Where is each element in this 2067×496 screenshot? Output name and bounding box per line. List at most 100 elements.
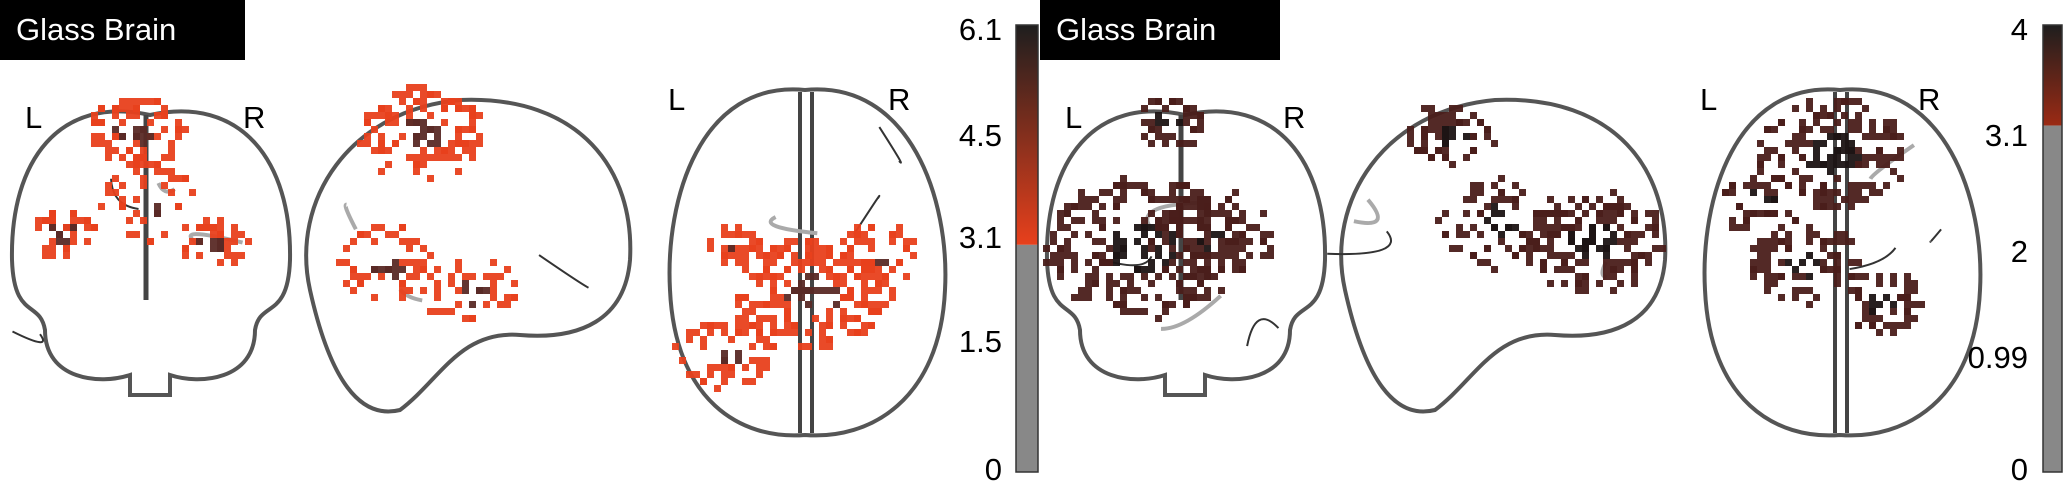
- activation-voxel: [343, 245, 350, 252]
- activation-voxel: [1890, 119, 1897, 126]
- activation-voxel: [420, 119, 427, 126]
- activation-voxel: [1064, 252, 1071, 259]
- activation-voxel: [714, 364, 721, 371]
- activation-voxel: [1876, 315, 1883, 322]
- activation-voxel: [1260, 238, 1267, 245]
- activation-voxel: [728, 231, 735, 238]
- activation-voxel: [1477, 119, 1484, 126]
- activation-voxel: [742, 322, 749, 329]
- activation-voxel: [735, 350, 742, 357]
- activation-voxel: [1764, 238, 1771, 245]
- activation-voxel: [749, 308, 756, 315]
- activation-voxel: [1827, 252, 1834, 259]
- activation-voxel: [1491, 210, 1498, 217]
- activation-voxel: [1477, 182, 1484, 189]
- activation-voxel: [1848, 287, 1855, 294]
- activation-voxel: [140, 161, 147, 168]
- activation-voxel: [1904, 301, 1911, 308]
- activation-voxel: [700, 322, 707, 329]
- activation-voxel: [763, 364, 770, 371]
- sulcus-line: [1327, 230, 1393, 256]
- activation-voxel: [889, 294, 896, 301]
- activation-voxel: [840, 252, 847, 259]
- activation-voxel: [1806, 140, 1813, 147]
- activation-voxel: [406, 105, 413, 112]
- activation-voxel: [1190, 196, 1197, 203]
- activation-voxel: [742, 364, 749, 371]
- activation-voxel: [49, 252, 56, 259]
- activation-voxel: [1407, 140, 1414, 147]
- activation-voxel: [1519, 245, 1526, 252]
- activation-voxel: [1792, 266, 1799, 273]
- activation-voxel: [42, 217, 49, 224]
- activation-voxel: [721, 364, 728, 371]
- activation-voxel: [1428, 154, 1435, 161]
- activation-voxel: [1162, 224, 1169, 231]
- activation-voxel: [1820, 105, 1827, 112]
- activation-voxel: [1883, 119, 1890, 126]
- activation-voxel: [1407, 133, 1414, 140]
- activation-voxel: [1568, 196, 1575, 203]
- activation-voxel: [1470, 133, 1477, 140]
- activation-voxel: [805, 287, 812, 294]
- activation-voxel: [1540, 245, 1547, 252]
- activation-voxel: [728, 336, 735, 343]
- activation-voxel: [140, 217, 147, 224]
- activation-voxel: [784, 245, 791, 252]
- activation-voxel: [1890, 308, 1897, 315]
- activation-voxel: [1470, 252, 1477, 259]
- activation-voxel: [1904, 322, 1911, 329]
- activation-voxel: [763, 336, 770, 343]
- activation-voxel: [91, 140, 98, 147]
- activation-voxel: [98, 203, 105, 210]
- activation-voxel: [1841, 196, 1848, 203]
- activation-voxel: [77, 217, 84, 224]
- activation-voxel: [168, 154, 175, 161]
- activation-voxel: [1575, 259, 1582, 266]
- activation-voxel: [798, 280, 805, 287]
- activation-voxel: [378, 168, 385, 175]
- activation-voxel: [798, 343, 805, 350]
- activation-voxel: [1162, 217, 1169, 224]
- activation-voxel: [70, 238, 77, 245]
- activation-voxel: [1757, 140, 1764, 147]
- activation-voxel: [1862, 196, 1869, 203]
- activation-voxel: [861, 231, 868, 238]
- activation-voxel: [231, 224, 238, 231]
- activation-voxel: [861, 266, 868, 273]
- activation-voxel: [371, 112, 378, 119]
- activation-voxel: [1085, 259, 1092, 266]
- activation-voxel: [1204, 259, 1211, 266]
- activation-voxel: [364, 140, 371, 147]
- activation-voxel: [1652, 217, 1659, 224]
- activation-voxel: [476, 112, 483, 119]
- activation-voxel: [231, 252, 238, 259]
- activation-voxel: [427, 112, 434, 119]
- activation-voxel: [1064, 238, 1071, 245]
- activation-voxel: [1855, 273, 1862, 280]
- activation-voxel: [756, 238, 763, 245]
- panel-1-axial-left-label: L: [668, 82, 686, 117]
- activation-voxel: [1582, 238, 1589, 245]
- activation-voxel: [63, 252, 70, 259]
- activation-voxel: [1491, 203, 1498, 210]
- activation-voxel: [1113, 252, 1120, 259]
- activation-voxel: [1862, 133, 1869, 140]
- activation-voxel: [1869, 301, 1876, 308]
- activation-voxel: [1071, 203, 1078, 210]
- activation-voxel: [1169, 210, 1176, 217]
- activation-voxel: [399, 133, 406, 140]
- activation-voxel: [1099, 203, 1106, 210]
- activation-voxel: [1603, 245, 1610, 252]
- activation-voxel: [861, 238, 868, 245]
- activation-voxel: [1855, 182, 1862, 189]
- activation-voxel: [1848, 238, 1855, 245]
- activation-voxel: [1876, 154, 1883, 161]
- activation-voxel: [749, 357, 756, 364]
- activation-voxel: [1757, 259, 1764, 266]
- activation-voxel: [854, 301, 861, 308]
- activation-voxel: [1106, 259, 1113, 266]
- activation-voxel: [126, 147, 133, 154]
- activation-voxel: [784, 315, 791, 322]
- activation-voxel: [1827, 112, 1834, 119]
